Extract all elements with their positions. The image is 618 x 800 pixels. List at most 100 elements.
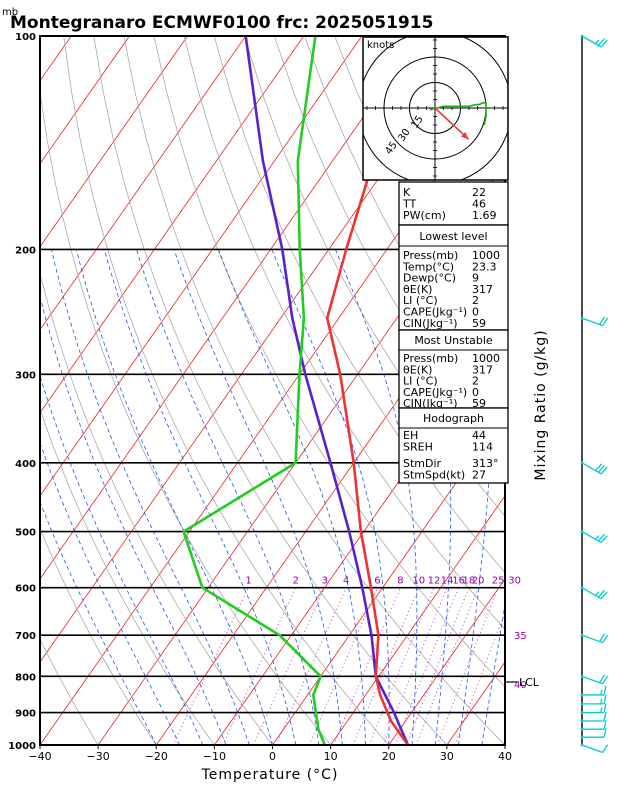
- parcel-path-line: [244, 36, 410, 745]
- most-unstable-header: Most Unstable: [414, 334, 493, 347]
- x-tick-label: −20: [145, 750, 168, 763]
- lcl-label: LCL: [519, 676, 540, 689]
- lowest-level-value: 0: [472, 306, 479, 319]
- isotherm-line: [0, 36, 13, 745]
- lowest-level-value: 317: [472, 283, 493, 296]
- index-label: PW(cm): [403, 209, 446, 222]
- hodograph-stats-header: Hodograph: [423, 412, 484, 425]
- dry-adiabat-line: [40, 271, 273, 745]
- pressure-tick-label: 400: [15, 459, 36, 470]
- moist-adiabat-line: [218, 249, 366, 745]
- wind-barb: [580, 720, 607, 731]
- lowest-level-label: Temp(°C): [402, 260, 454, 273]
- most-unstable-label: CIN(Jkg⁻¹): [403, 397, 458, 410]
- dry-adiabat-line: [213, 36, 505, 573]
- storm-motion-vector: [434, 107, 470, 140]
- mixing-ratio-label: 16: [452, 576, 465, 587]
- isotherm-line: [40, 36, 305, 414]
- moist-adiabat-line: [40, 294, 227, 745]
- most-unstable-value: 59: [472, 397, 486, 410]
- most-unstable-label: θE(K): [403, 363, 432, 376]
- pressure-tick-label: 1000: [8, 741, 36, 752]
- wind-barb: [580, 34, 608, 48]
- x-tick-label: 0: [269, 750, 276, 763]
- wind-barb: [580, 633, 609, 644]
- lowest-level-label: CAPE(Jkg⁻¹): [403, 306, 467, 319]
- isotherm-line: [40, 36, 188, 248]
- isotherm-line: [40, 36, 421, 580]
- pressure-tick-label: 600: [15, 584, 36, 595]
- mixing-ratio-label: 4: [343, 576, 349, 587]
- mixing-ratio-label: 8: [397, 576, 403, 587]
- dry-adiabat-line: [40, 527, 157, 745]
- lowest-level-label: Press(mb): [403, 249, 458, 262]
- mixing-ratio-label: 2: [292, 576, 298, 587]
- mixing-ratio-label: 1: [245, 576, 251, 587]
- wind-barb: [580, 461, 608, 475]
- mixing-ratio-label: 20: [472, 576, 485, 587]
- index-value: 22: [472, 186, 486, 199]
- lowest-level-label: θE(K): [403, 283, 432, 296]
- dry-adiabat-line: [93, 36, 448, 745]
- pressure-tick-label: 100: [15, 32, 36, 43]
- dry-adiabat-line: [153, 36, 505, 688]
- x-tick-label: 40: [498, 750, 512, 763]
- wind-barb: [580, 703, 607, 714]
- hodograph-stat-value: 27: [472, 469, 486, 482]
- index-label: K: [403, 186, 411, 199]
- x-tick-label: −10: [203, 750, 226, 763]
- most-unstable-box: [398, 329, 509, 409]
- mixing-ratio-line: [222, 587, 297, 745]
- dry-adiabat-line: [40, 407, 215, 745]
- hodograph-stats-box: [398, 407, 509, 484]
- x-tick-label: 10: [324, 750, 338, 763]
- lowest-level-label: Dewp(°C): [403, 272, 456, 285]
- mixing-ratio-label: 12: [428, 576, 441, 587]
- moist-adiabat-line: [136, 249, 320, 745]
- index-value: 1.69: [472, 209, 497, 222]
- hodograph-stat-label: StmDir: [403, 457, 442, 470]
- pressure-tick-label: 700: [15, 631, 36, 642]
- mixing-ratio-line: [368, 587, 435, 745]
- pressure-tick-label: 800: [15, 672, 36, 683]
- moist-adiabat-line: [40, 374, 204, 745]
- mixing-ratio-label: 30: [508, 576, 521, 587]
- mixing-ratio-label: 6: [374, 576, 380, 587]
- lowest-level-value: 59: [472, 317, 486, 330]
- pressure-tick-label: 300: [15, 370, 36, 381]
- pressure-tick-label: 200: [15, 245, 36, 256]
- temperature-tick-labels: −40 −30 −20 −10 0 10 20 30 40: [28, 745, 512, 763]
- most-unstable-label: CAPE(Jkg⁻¹): [403, 386, 467, 399]
- pressure-tick-label: 500: [15, 528, 36, 539]
- chart-title: Montegranaro ECMWF0100 frc: 2025051915: [10, 13, 433, 33]
- dry-adiabat-line: [243, 36, 505, 517]
- x-tick-label: −40: [28, 750, 51, 763]
- moist-adiabat-line: [458, 249, 493, 745]
- mixing-ratio-side-label: 35: [514, 631, 527, 642]
- most-unstable-label: LI (°C): [403, 375, 438, 388]
- mixing-ratio-line: [172, 587, 250, 745]
- storm-motion-arrowhead: [461, 132, 469, 140]
- mixing-ratio-label: 25: [492, 576, 505, 587]
- moist-adiabat-line: [103, 249, 297, 745]
- isotherm-line: [272, 412, 505, 745]
- isotherm-line: [388, 578, 505, 745]
- most-unstable-value: 1000: [472, 352, 500, 365]
- wind-barbs: [580, 34, 609, 754]
- lowest-level-label: CIN(Jkg⁻¹): [403, 317, 458, 330]
- x-axis-label: Temperature (°C): [201, 767, 339, 783]
- mixing-ratio-label: 18: [463, 576, 476, 587]
- hodograph-trace: [429, 102, 487, 126]
- profile-lines: [182, 36, 428, 745]
- most-unstable-value: 317: [472, 363, 493, 376]
- lcl-marker: LCL: [505, 676, 540, 689]
- dry-adiabat-line: [123, 36, 505, 745]
- hodograph-stat-label: EH: [403, 429, 418, 442]
- wind-barb: [580, 586, 608, 600]
- lowest-level-header: Lowest level: [419, 230, 487, 243]
- pressure-tick-labels: 100 200 300 400 500 600 700 800 900 1000: [8, 32, 36, 752]
- most-unstable-value: 2: [472, 375, 479, 388]
- wind-barb: [580, 743, 609, 754]
